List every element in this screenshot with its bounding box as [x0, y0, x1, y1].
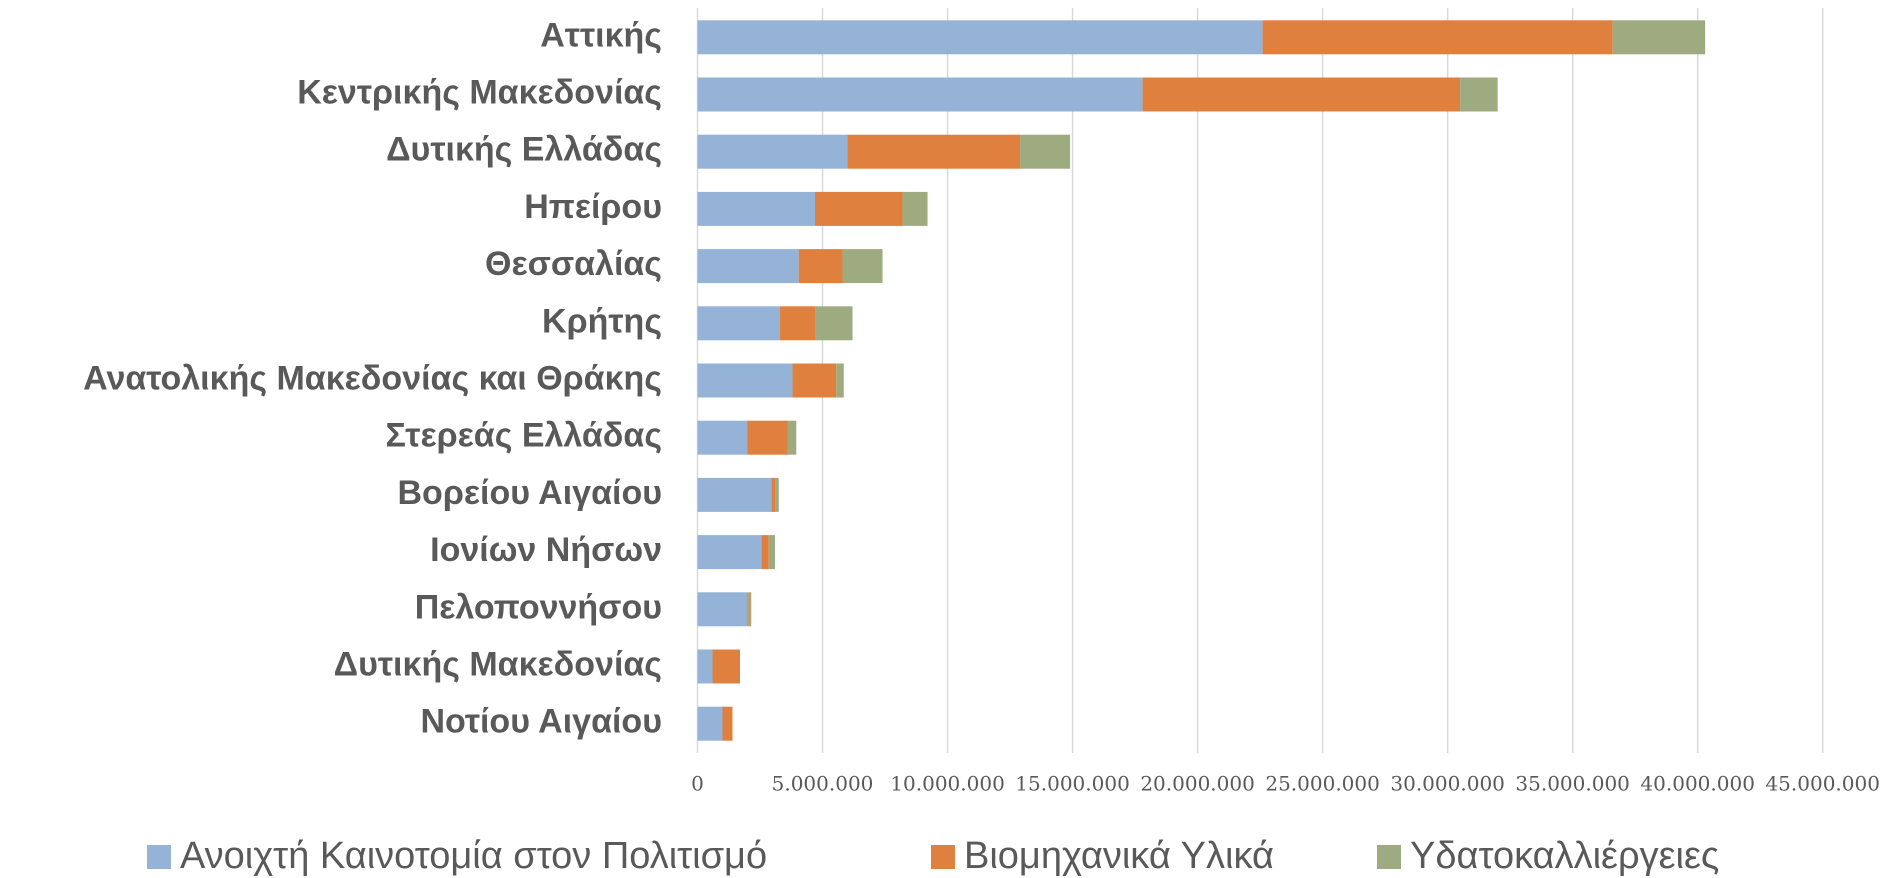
x-tick-label: 5.000.000: [772, 772, 874, 796]
y-tick-label: Ανατολικής Μακεδονίας και Θράκης: [83, 359, 662, 397]
y-tick-label: Θεσσαλίας: [485, 245, 662, 283]
x-tick-label: 30.000.000: [1390, 772, 1505, 796]
y-tick-label: Στερεάς Ελλάδας: [385, 417, 662, 455]
bar-segment: [1262, 20, 1613, 55]
bar-segment: [697, 249, 799, 284]
bar-segment: [775, 477, 779, 512]
bar-segment: [697, 191, 816, 226]
bar-segment: [902, 191, 928, 226]
bar-segment: [847, 134, 1021, 169]
legend-label: Υδατοκαλλιέργειες: [1410, 835, 1719, 877]
bar-segment: [780, 306, 816, 341]
y-tick-label: Ιονίων Νήσων: [430, 531, 662, 569]
x-tick-label: 45.000.000: [1765, 772, 1880, 796]
bar-segment: [712, 649, 741, 684]
bar-segment: [722, 706, 733, 741]
x-tick-label: 20.000.000: [1140, 772, 1255, 796]
bar-segment: [836, 363, 844, 398]
bar-segment: [1612, 20, 1706, 55]
y-tick-label: Νοτίου Αιγαίου: [420, 703, 662, 741]
bar-segment: [697, 134, 848, 169]
y-tick-label: Αττικής: [540, 16, 662, 54]
legend-swatch: [931, 845, 955, 869]
y-tick-label: Ηπείρου: [524, 188, 662, 226]
bar-segment: [697, 535, 762, 570]
legend-swatch: [147, 845, 171, 869]
bar-segment: [771, 477, 776, 512]
bar-segment: [697, 420, 748, 455]
bar-segment: [761, 535, 769, 570]
bar-segment: [815, 306, 853, 341]
bar-segment: [1460, 77, 1498, 112]
x-tick-label: 40.000.000: [1640, 772, 1755, 796]
bar-segment: [697, 592, 748, 627]
x-tick-label: 25.000.000: [1265, 772, 1380, 796]
bar-segment: [768, 535, 776, 570]
bar-segment: [748, 592, 752, 627]
y-tick-label: Βορείου Αιγαίου: [398, 474, 663, 512]
legend-swatch: [1377, 845, 1401, 869]
legend-label: Ανοιχτή Καινοτομία στον Πολιτισμό: [180, 835, 767, 877]
bar-segment: [792, 363, 837, 398]
bar-segment: [815, 191, 903, 226]
bar-segment: [697, 477, 772, 512]
bar-segment: [697, 77, 1143, 112]
bar-segment: [1020, 134, 1071, 169]
bar-segment: [1142, 77, 1461, 112]
bar-segment: [747, 592, 749, 627]
bar-segment: [787, 420, 797, 455]
bar-segment: [697, 20, 1263, 55]
y-tick-label: Κεντρικής Μακεδονίας: [297, 73, 662, 111]
bar-segment: [697, 649, 713, 684]
y-tick-label: Δυτικής Μακεδονίας: [334, 645, 662, 683]
legend-label: Βιομηχανικά Υλικά: [964, 835, 1274, 877]
y-tick-label: Πελοποννήσου: [415, 588, 662, 626]
bar-segment: [697, 706, 723, 741]
bar-segment: [697, 306, 781, 341]
bar-segment: [697, 363, 793, 398]
y-tick-label: Δυτικής Ελλάδας: [386, 131, 662, 169]
x-tick-label: 35.000.000: [1515, 772, 1630, 796]
bar-segment: [747, 420, 788, 455]
bar-segment: [798, 249, 843, 284]
y-tick-label: Κρήτης: [542, 302, 662, 340]
bar-segment: [842, 249, 883, 284]
x-tick-label: 0: [691, 772, 704, 796]
x-tick-label: 15.000.000: [1015, 772, 1130, 796]
x-tick-label: 10.000.000: [890, 772, 1005, 796]
